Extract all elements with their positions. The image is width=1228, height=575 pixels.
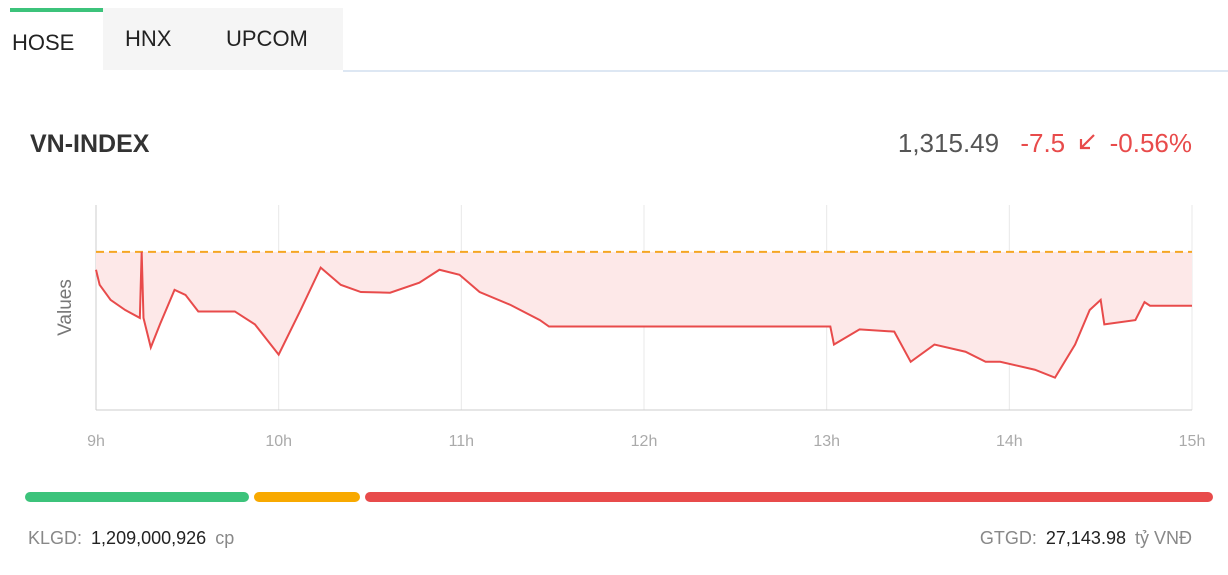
x-tick-label: 13h (813, 433, 840, 450)
tab[interactable]: UPCOM (226, 26, 308, 51)
breadth-segment (253, 492, 360, 502)
index-line (95, 251, 1192, 379)
volume-info: KLGD: 1,209,000,926 cp (28, 528, 234, 549)
index-quote: 1,315.49 -7.5 -0.56% (898, 128, 1192, 159)
x-tick-label: 14h (996, 433, 1023, 450)
value-unit: tỷ VNĐ (1134, 528, 1192, 548)
tab-bar-border (343, 70, 1228, 72)
tab-bar-bg (103, 8, 343, 70)
breadth-bar (25, 492, 1213, 502)
volume-label: KLGD: (28, 528, 83, 548)
value-label: GTGD: (979, 528, 1037, 548)
index-change: -7.5 (1020, 128, 1066, 158)
volume-value: 1,209,000,926 (91, 528, 207, 548)
x-tick-label: 15h (1179, 433, 1206, 450)
breadth-segment (364, 492, 1213, 502)
x-tick-label: 12h (631, 433, 658, 450)
index-title: VN-INDEX (30, 130, 150, 158)
breadth-segment (25, 492, 249, 502)
value-info: GTGD: 27,143.98 tỷ VNĐ (980, 528, 1192, 549)
y-axis-label: Values (55, 279, 76, 336)
volume-unit: cp (215, 528, 235, 548)
index-change-percent: -0.56% (1109, 128, 1192, 158)
index-price: 1,315.49 (897, 128, 1000, 158)
x-tick-label: 10h (265, 433, 292, 450)
value-value: 27,143.98 (1045, 528, 1126, 548)
x-tick-label: 9h (87, 433, 105, 450)
chart: 9h 10h 11h 12h 13h 14h 15h Values (55, 205, 1206, 450)
area-fill (96, 251, 1192, 378)
x-tick-label: 11h (449, 433, 475, 450)
tab[interactable]: HNX (125, 26, 172, 51)
tab-active-indicator (10, 8, 103, 12)
down-arrow-icon (1080, 134, 1096, 150)
tab[interactable]: HOSE (12, 30, 75, 55)
